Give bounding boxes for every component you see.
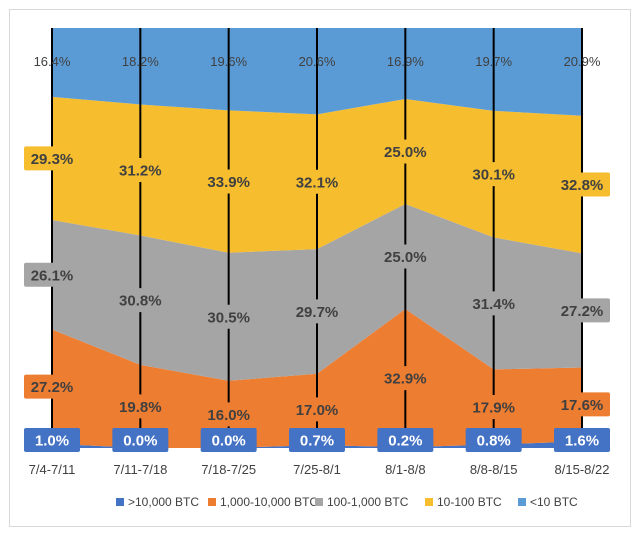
data-label-box-100-1-000-btc-5 xyxy=(465,291,522,316)
data-label-box-10-100-btc-0 xyxy=(24,146,80,171)
legend-label-100-1-000-btc: 100-1,000 BTC xyxy=(327,495,409,509)
data-label-1-000-10-000-btc-2: 16.0% xyxy=(207,407,250,424)
data-label-10-000-btc-3: 0.7% xyxy=(300,433,334,450)
data-label-10-100-btc-1: 31.2% xyxy=(119,162,162,179)
legend-swatch-1-000-10-000-btc xyxy=(208,498,216,506)
data-label-10-btc-4: 16.9% xyxy=(387,54,424,69)
data-label-box-10-100-btc-3 xyxy=(289,169,345,194)
data-label-100-1-000-btc-3: 29.7% xyxy=(296,304,339,321)
data-label-100-1-000-btc-6: 27.2% xyxy=(561,303,604,320)
legend-label-1-000-10-000-btc: 1,000-10,000 BTC xyxy=(220,495,318,509)
data-label-10-000-btc-6: 1.6% xyxy=(565,433,599,450)
data-label-box-1-000-10-000-btc-4 xyxy=(377,366,434,391)
data-label-10-100-btc-6: 32.8% xyxy=(561,177,604,194)
data-label-100-1-000-btc-1: 30.8% xyxy=(119,293,162,310)
data-label-100-1-000-btc-2: 30.5% xyxy=(207,309,250,326)
data-label-10-100-btc-4: 25.0% xyxy=(384,144,427,161)
data-label-10-btc-1: 18.2% xyxy=(122,54,159,69)
data-label-1-000-10-000-btc-5: 17.9% xyxy=(472,400,515,417)
legend-swatch-100-1-000-btc xyxy=(315,498,323,506)
x-tick-label-7-11-7-18: 7/11-7/18 xyxy=(113,462,167,477)
data-label-100-1-000-btc-0: 26.1% xyxy=(31,267,74,284)
data-label-box-10-000-btc-0 xyxy=(24,428,80,452)
legend-swatch-10-btc xyxy=(518,498,526,506)
data-label-box-10-100-btc-4 xyxy=(377,139,434,164)
data-label-box-10-000-btc-4 xyxy=(377,428,434,452)
data-label-box-100-1-000-btc-3 xyxy=(289,299,345,324)
data-label-box-1-000-10-000-btc-6 xyxy=(554,392,610,417)
data-label-100-1-000-btc-4: 25.0% xyxy=(384,249,427,266)
data-label-box-10-100-btc-6 xyxy=(554,172,610,197)
data-label-box-100-1-000-btc-2 xyxy=(200,304,257,329)
legend-label-10-100-btc: 10-100 BTC xyxy=(437,495,502,509)
legend: >10,000 BTC 1,000-10,000 BTC 100-1,000 BTC… xyxy=(116,495,578,509)
data-label-box-1-000-10-000-btc-2 xyxy=(200,402,257,427)
x-tick-label-8-8-8-15: 8/8-8/15 xyxy=(470,462,518,477)
x-tick-label-8-1-8-8: 8/1-8/8 xyxy=(385,462,425,477)
data-label-layer: 1.0% 0.0% 0.0% 0.7% 0.2% 0.8% 1.6% 27.2% 19.8% 16… xyxy=(24,54,610,452)
data-label-box-1-000-10-000-btc-1 xyxy=(112,394,169,419)
data-label-box-100-1-000-btc-6 xyxy=(554,298,610,323)
data-label-box-10-000-btc-3 xyxy=(289,428,345,452)
data-label-10-100-btc-2: 33.9% xyxy=(207,174,250,191)
data-label-10-100-btc-3: 32.1% xyxy=(296,174,339,191)
data-label-10-btc-3: 20.6% xyxy=(299,54,336,69)
data-label-1-000-10-000-btc-6: 17.6% xyxy=(561,397,604,414)
data-label-box-10-100-btc-2 xyxy=(200,169,257,194)
vertical-marker-layer xyxy=(51,28,583,452)
data-label-10-btc-2: 19.6% xyxy=(210,54,247,69)
data-label-1-000-10-000-btc-3: 17.0% xyxy=(296,402,339,419)
data-label-box-1-000-10-000-btc-3 xyxy=(289,397,345,422)
x-tick-label-7-25-8-1: 7/25-8/1 xyxy=(293,462,341,477)
data-label-box-10-100-btc-1 xyxy=(112,157,169,182)
x-tick-label-7-4-7-11: 7/4-7/11 xyxy=(29,462,76,477)
data-label-10-000-btc-1: 0.0% xyxy=(123,433,157,450)
data-label-box-1-000-10-000-btc-5 xyxy=(465,395,522,420)
x-tick-layer: 7/4-7/11 7/11-7/18 7/18-7/25 7/25-8/1 8/1-8/… xyxy=(29,462,610,477)
data-label-10-000-btc-4: 0.2% xyxy=(388,433,422,450)
data-label-10-btc-5: 19.7% xyxy=(475,54,512,69)
data-label-box-10-000-btc-5 xyxy=(465,428,522,452)
area-10-000-btc xyxy=(52,441,582,448)
legend-label-10-000-btc: >10,000 BTC xyxy=(128,495,199,509)
data-label-box-10-100-btc-5 xyxy=(465,162,522,187)
data-label-box-100-1-000-btc-4 xyxy=(377,244,434,269)
x-tick-label-7-18-7-25: 7/18-7/25 xyxy=(201,462,256,477)
data-label-1-000-10-000-btc-1: 19.8% xyxy=(119,399,162,416)
legend-label-10-btc: <10 BTC xyxy=(530,495,578,509)
data-label-box-100-1-000-btc-0 xyxy=(24,262,80,287)
data-label-10-000-btc-2: 0.0% xyxy=(212,433,246,450)
data-label-box-10-000-btc-6 xyxy=(554,428,610,452)
data-label-10-btc-0: 16.4% xyxy=(34,54,71,69)
data-label-10-000-btc-0: 1.0% xyxy=(35,433,69,450)
data-label-10-000-btc-5: 0.8% xyxy=(477,433,511,450)
data-label-10-100-btc-0: 29.3% xyxy=(31,151,74,168)
data-label-100-1-000-btc-5: 31.4% xyxy=(472,296,515,313)
data-label-10-btc-6: 20.9% xyxy=(564,54,601,69)
data-label-box-1-000-10-000-btc-0 xyxy=(24,374,80,399)
data-label-1-000-10-000-btc-0: 27.2% xyxy=(31,379,74,396)
x-tick-label-8-15-8-22: 8/15-8/22 xyxy=(555,462,610,477)
data-label-box-10-000-btc-1 xyxy=(112,428,169,452)
legend-swatch-10-000-btc xyxy=(116,498,124,506)
legend-swatch-10-100-btc xyxy=(425,498,433,506)
data-label-10-100-btc-5: 30.1% xyxy=(472,167,515,184)
data-label-box-10-000-btc-2 xyxy=(200,428,257,452)
data-label-1-000-10-000-btc-4: 32.9% xyxy=(384,371,427,388)
data-label-box-100-1-000-btc-1 xyxy=(112,288,169,313)
